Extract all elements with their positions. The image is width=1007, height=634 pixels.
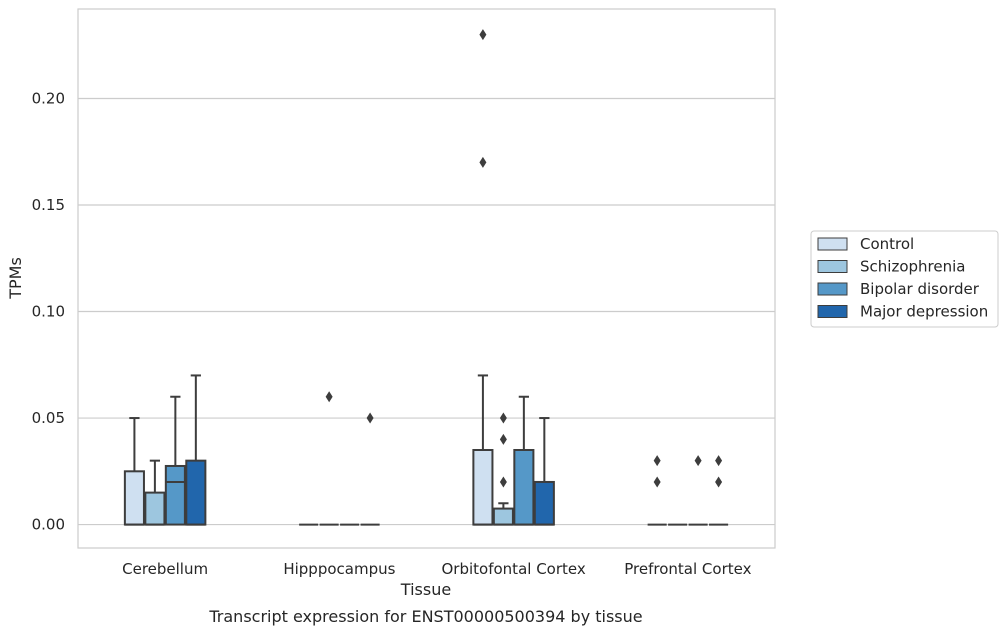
boxes	[123, 29, 729, 526]
legend: Control Schizophrenia Bipolar disorder Majo…	[810, 230, 999, 328]
box-control	[647, 455, 667, 526]
y-tick-label: 0.10	[32, 303, 65, 321]
x-axis-ticks: Cerebellum Hipppocampus Orbitofontal Corte…	[122, 560, 751, 578]
box-schizophrenia	[144, 459, 166, 526]
box-control	[123, 417, 145, 526]
y-tick-label: 0.20	[32, 89, 65, 107]
legend-swatch	[817, 260, 848, 273]
outlier-point	[499, 412, 507, 424]
legend-swatch	[817, 305, 848, 318]
box-bipolar-disorder	[688, 455, 708, 526]
y-axis-label: TPMs	[6, 257, 25, 300]
legend-swatch	[817, 282, 848, 296]
outlier-point	[715, 476, 723, 488]
legend-label: Control	[860, 235, 914, 253]
box-bipolar-disorder	[513, 395, 535, 526]
box-body	[513, 449, 535, 526]
y-tick-label: 0.00	[32, 516, 65, 534]
x-axis-label: Tissue	[400, 580, 451, 599]
y-axis-ticks: 0.00 0.05 0.10 0.15 0.20	[32, 89, 65, 533]
outlier-point	[653, 476, 661, 488]
x-tick-label: Orbitofontal Cortex	[442, 560, 586, 578]
outlier-point	[366, 412, 374, 424]
y-tick-label: 0.05	[32, 409, 65, 427]
box-major-depression	[533, 417, 555, 526]
outlier-point	[499, 433, 507, 445]
legend-label: Bipolar disorder	[860, 280, 980, 298]
box-major-depression	[185, 374, 207, 526]
legend-label: Major depression	[860, 303, 988, 321]
box-control	[472, 29, 494, 526]
box-bipolar-disorder	[164, 395, 186, 526]
outlier-point	[715, 455, 723, 467]
x-tick-label: Hipppocampus	[283, 560, 395, 578]
x-tick-label: Prefrontal Cortex	[624, 560, 751, 578]
outlier-point	[325, 391, 333, 403]
legend-swatch	[817, 237, 848, 251]
outlier-point	[499, 476, 507, 488]
box-body	[164, 464, 186, 526]
outlier-point	[479, 156, 487, 168]
outlier-point	[694, 455, 702, 467]
legend-frame	[810, 230, 999, 328]
y-tick-label: 0.15	[32, 196, 65, 214]
box-schizophrenia	[319, 391, 339, 526]
box-body	[472, 449, 494, 526]
box-body	[123, 470, 145, 526]
grid-lines	[78, 97, 775, 526]
box-body	[492, 507, 514, 526]
box-major-depression	[709, 455, 729, 526]
box-major-depression	[360, 412, 380, 526]
box-schizophrenia	[492, 412, 514, 526]
box-body	[185, 459, 207, 526]
outlier-point	[479, 29, 487, 41]
box-body	[144, 491, 166, 526]
outlier-point	[653, 455, 661, 467]
box-body	[533, 480, 555, 526]
x-tick-label: Cerebellum	[122, 560, 208, 578]
chart-caption: Transcript expression for ENST0000050039…	[208, 607, 642, 626]
plot-frame	[77, 8, 776, 549]
legend-label: Schizophrenia	[860, 258, 965, 276]
